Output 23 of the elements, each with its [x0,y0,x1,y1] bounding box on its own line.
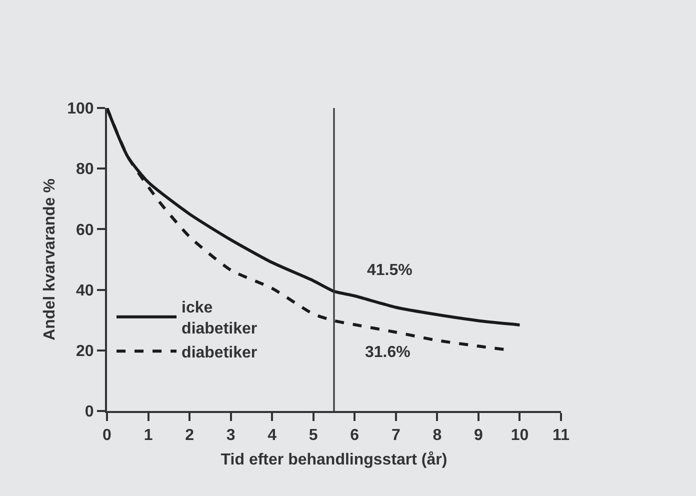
annotation: 41.5% [367,262,412,279]
x-tick-label: 10 [510,427,529,444]
y-tick-label: 100 [67,100,94,118]
y-tick-label: 80 [76,161,94,178]
annotation: 31.6% [365,344,410,361]
x-tick-label: 6 [350,427,360,444]
x-tick-label: 4 [268,427,277,444]
y-tick-label: 60 [76,222,94,239]
x-tick-label: 3 [226,427,236,444]
x-tick-label: 11 [552,427,570,444]
x-tick-label: 2 [185,427,194,444]
y-tick-label: 40 [76,282,94,300]
x-tick-label: 8 [432,427,442,444]
x-tick-label: 9 [474,427,483,444]
x-axis-title: Tid efter behandlingsstart (år) [220,450,448,468]
y-tick-label: 20 [76,343,94,360]
x-tick-label: 0 [102,427,112,444]
x-tick-label: 5 [308,427,318,444]
y-axis-title: Andel kvarvarande % [41,178,58,340]
y-tick-label: 0 [84,404,94,421]
x-tick-label: 1 [144,427,153,444]
legend-label: diabetiker [182,344,258,362]
x-tick-label: 7 [391,427,400,444]
